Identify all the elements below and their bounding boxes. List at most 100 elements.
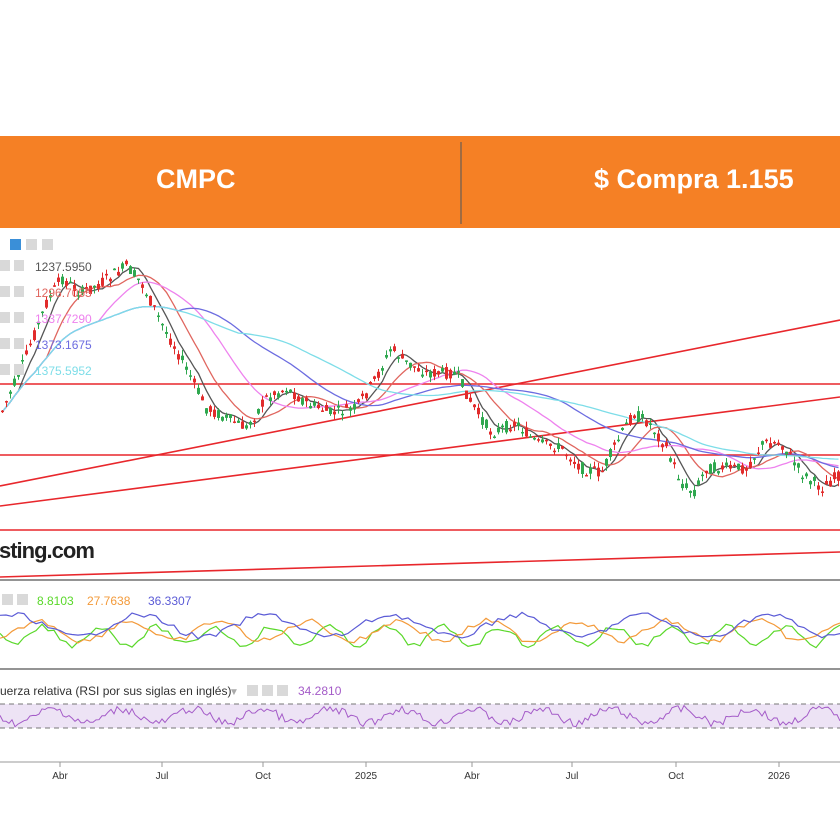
candle-body — [517, 422, 520, 426]
moving-average-line — [2, 274, 839, 480]
candle-body — [769, 443, 772, 448]
candle-body — [573, 461, 576, 465]
candle-body — [641, 414, 644, 418]
candle-body — [285, 390, 288, 393]
candle-body — [649, 423, 652, 425]
candle-body — [505, 421, 508, 433]
candle-body — [225, 415, 228, 418]
candle-body — [273, 391, 276, 396]
candle-body — [813, 476, 816, 481]
candle-body — [809, 481, 812, 485]
candle-body — [73, 284, 76, 291]
candle-body — [773, 442, 776, 444]
candle-body — [421, 374, 424, 377]
candle-body — [369, 381, 372, 384]
settings-icon[interactable] — [0, 312, 10, 323]
candle-body — [821, 491, 824, 493]
settings-icon[interactable] — [262, 685, 273, 696]
close-icon[interactable] — [14, 260, 24, 271]
candle-body — [429, 371, 432, 378]
candle-body — [253, 420, 256, 423]
close-icon[interactable] — [17, 594, 28, 605]
close-icon[interactable] — [14, 338, 24, 349]
candle-body — [65, 281, 68, 286]
trend-line — [0, 319, 840, 487]
candle-body — [473, 404, 476, 408]
candle-body — [669, 458, 672, 462]
candle-body — [145, 294, 148, 297]
candle-body — [833, 472, 836, 480]
chevron-down-icon[interactable]: ▼ — [229, 687, 239, 698]
candle-body — [337, 405, 340, 408]
candle-body — [785, 451, 788, 455]
candle-body — [449, 369, 452, 379]
candle-body — [497, 427, 500, 433]
candle-body — [289, 389, 292, 393]
gear-icon[interactable] — [10, 239, 21, 250]
close-icon[interactable] — [14, 312, 24, 323]
close-icon[interactable] — [42, 239, 53, 250]
banner: CMPC $ Compra 1.155 — [0, 136, 840, 228]
candle-body — [637, 411, 640, 422]
candle-body — [485, 419, 488, 428]
candle-body — [825, 481, 828, 485]
candle-body — [733, 464, 736, 467]
candle-body — [93, 285, 96, 288]
rsi-band — [0, 704, 840, 728]
candle-body — [617, 439, 620, 442]
candle-body — [37, 321, 40, 325]
candle-body — [561, 445, 564, 449]
candle-body — [717, 471, 720, 474]
candle-body — [581, 462, 584, 474]
candle-body — [789, 452, 792, 454]
candle-body — [257, 408, 260, 414]
candle-body — [137, 278, 140, 281]
close-icon[interactable] — [14, 364, 24, 375]
candle-body — [117, 271, 120, 276]
close-icon[interactable] — [14, 286, 24, 297]
candle-body — [125, 260, 128, 265]
candle-body — [837, 471, 840, 481]
candle-body — [737, 463, 740, 470]
candle-body — [9, 391, 12, 394]
candle-body — [593, 466, 596, 468]
candle-body — [1, 410, 4, 413]
candle-body — [297, 396, 300, 402]
close-icon[interactable] — [277, 685, 288, 696]
candle-body — [405, 360, 408, 362]
settings-icon[interactable] — [26, 239, 37, 250]
candle-body — [321, 410, 324, 412]
candle-body — [613, 442, 616, 445]
candle-body — [53, 285, 56, 287]
candle-body — [413, 366, 416, 368]
candle-body — [221, 416, 224, 421]
candle-body — [609, 449, 612, 458]
candle-body — [77, 295, 80, 297]
settings-icon[interactable] — [0, 286, 10, 297]
candle-body — [281, 390, 284, 393]
candle-body — [693, 489, 696, 497]
candle-body — [13, 378, 16, 386]
candle-body — [341, 413, 344, 416]
candle-body — [381, 368, 384, 371]
candle-body — [725, 462, 728, 466]
candle-body — [645, 420, 648, 427]
settings-icon[interactable] — [2, 594, 13, 605]
moving-average-line — [2, 305, 839, 469]
candle-body — [157, 315, 160, 318]
candle-body — [85, 287, 88, 290]
rsi-line — [0, 704, 840, 728]
candle-body — [181, 355, 184, 361]
trend-line — [0, 396, 840, 507]
candle-body — [701, 474, 704, 477]
settings-icon[interactable] — [0, 338, 10, 349]
candle-body — [169, 338, 172, 345]
eye-icon[interactable] — [247, 685, 258, 696]
candle-body — [57, 277, 60, 282]
settings-icon[interactable] — [0, 260, 10, 271]
candle-body — [629, 415, 632, 424]
x-tick-label: Oct — [255, 771, 271, 782]
candle-body — [345, 404, 348, 408]
candle-body — [197, 387, 200, 394]
settings-icon[interactable] — [0, 364, 10, 375]
